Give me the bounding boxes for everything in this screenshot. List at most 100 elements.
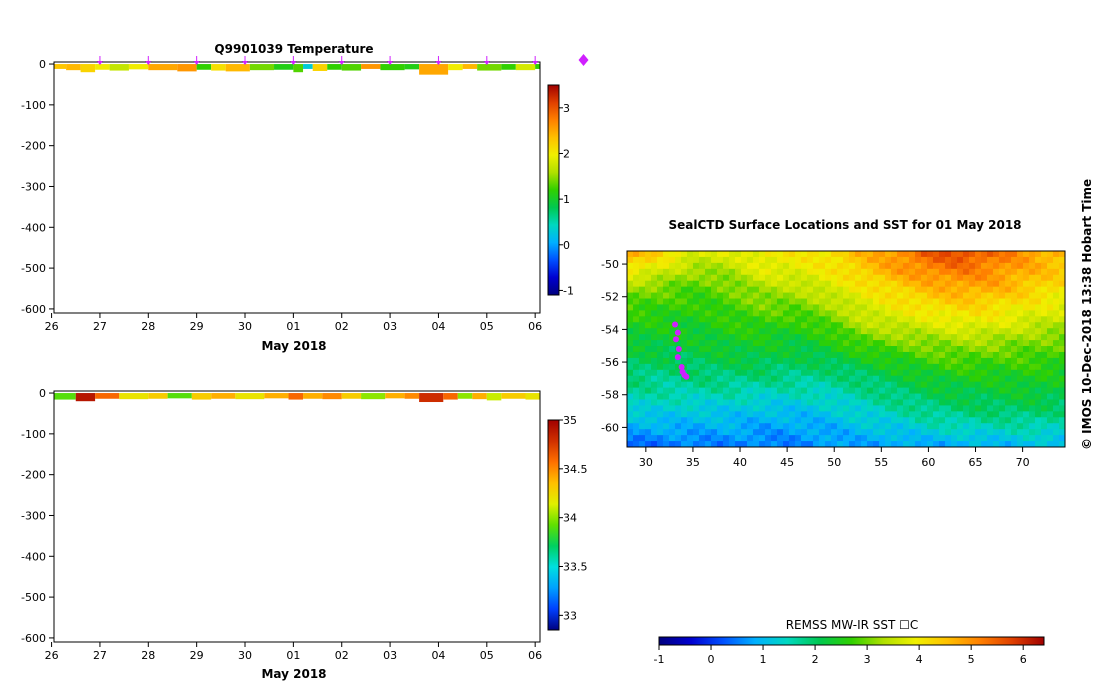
sst-cell	[825, 429, 832, 436]
sst-cell	[939, 256, 946, 264]
y-tick-label: -500	[21, 262, 46, 275]
sst-cell	[1035, 387, 1042, 395]
sst-cell	[735, 405, 742, 412]
sst-cell	[669, 286, 676, 294]
sst-cell	[1029, 322, 1036, 329]
sst-cell	[1041, 369, 1048, 377]
sst-cell	[783, 393, 790, 401]
sst-cell	[651, 328, 658, 335]
sst-cell	[987, 405, 994, 412]
sst-cell	[867, 381, 874, 389]
sst-cell	[933, 369, 940, 377]
sst-cell	[873, 363, 880, 371]
sst-cell	[699, 393, 706, 401]
sst-cell	[825, 251, 832, 258]
sst-cell	[687, 304, 694, 311]
sst-cell	[699, 286, 706, 294]
sst-cell	[993, 417, 1000, 424]
sst-cell	[909, 429, 916, 436]
sst-cell	[639, 441, 646, 447]
sst-cell	[675, 256, 682, 264]
sst-cell	[1047, 381, 1054, 389]
sst-cell	[1017, 346, 1024, 353]
sst-cell	[681, 429, 688, 436]
sst-cell	[1011, 363, 1018, 371]
sst-cell	[861, 429, 868, 436]
sst-cell	[915, 435, 922, 442]
sst-cell	[795, 304, 802, 311]
sst-cell	[645, 405, 652, 412]
sst-cell	[831, 387, 838, 395]
sst-cell	[675, 316, 682, 323]
sst-cell	[735, 411, 742, 418]
sst-cell	[849, 369, 856, 377]
sst-cell	[681, 346, 688, 353]
sst-cell	[693, 441, 700, 447]
sst-cell	[771, 429, 778, 436]
sst-cell	[951, 417, 958, 424]
sst-cell	[1029, 387, 1036, 395]
sst-cell	[681, 405, 688, 412]
sst-cell	[897, 316, 904, 323]
sst-cell	[1011, 423, 1018, 430]
sst-cell	[867, 387, 874, 395]
sst-cell	[903, 417, 910, 424]
sst-cell	[873, 328, 880, 335]
sst-cell	[927, 411, 934, 418]
sst-cell	[717, 387, 724, 395]
sst-colorbar-tick-label: -1	[654, 653, 665, 666]
sst-cell	[981, 399, 988, 407]
sst-cell	[795, 274, 802, 282]
sst-cell	[1005, 399, 1012, 407]
sst-cell	[711, 381, 718, 389]
sst-cell	[999, 387, 1006, 395]
sst-cell	[939, 334, 946, 341]
sst-cell	[831, 262, 838, 270]
sst-cell	[1035, 411, 1042, 418]
sst-cell	[1041, 280, 1048, 288]
sst-cell	[693, 274, 700, 282]
sst-cell	[795, 411, 802, 418]
sst-cell	[669, 346, 676, 353]
sst-cell	[1059, 251, 1065, 258]
sst-cell	[867, 351, 874, 359]
sst-cell	[729, 256, 736, 264]
sst-cell	[1029, 435, 1036, 442]
sst-cell	[945, 435, 952, 442]
sst-cell	[795, 322, 802, 329]
sst-cell	[741, 435, 748, 442]
sst-cell	[675, 357, 682, 365]
sst-cell	[867, 340, 874, 347]
sst-cell	[1041, 346, 1048, 353]
salinity-y-axis: 0-100-200-300-400-500-600	[21, 387, 54, 645]
sst-cell	[993, 328, 1000, 335]
sst-cell	[1017, 310, 1024, 317]
sst-cell	[831, 399, 838, 407]
sst-cell	[687, 286, 694, 294]
sst-cell	[699, 262, 706, 270]
sst-cell	[867, 310, 874, 317]
sst-cell	[849, 393, 856, 401]
sst-cell	[651, 393, 658, 401]
sst-cell	[783, 351, 790, 359]
sst-cell	[687, 334, 694, 341]
sst-cell	[627, 298, 634, 306]
sst-cell	[855, 369, 862, 377]
sst-cell	[819, 363, 826, 371]
sst-cell	[633, 334, 640, 341]
sst-cell	[639, 375, 646, 383]
sst-cell	[1041, 292, 1048, 300]
map-y-tick-label: -52	[601, 291, 619, 304]
sst-cell	[729, 316, 736, 323]
sst-cell	[633, 274, 640, 282]
sst-cell	[729, 251, 736, 258]
sst-cell	[669, 268, 676, 276]
sst-cell	[825, 262, 832, 270]
sst-cell	[711, 405, 718, 412]
sst-cell	[861, 369, 868, 377]
sst-cell	[909, 334, 916, 341]
sst-cell	[1053, 429, 1060, 436]
sst-cell	[921, 274, 928, 282]
sst-cell	[849, 363, 856, 371]
